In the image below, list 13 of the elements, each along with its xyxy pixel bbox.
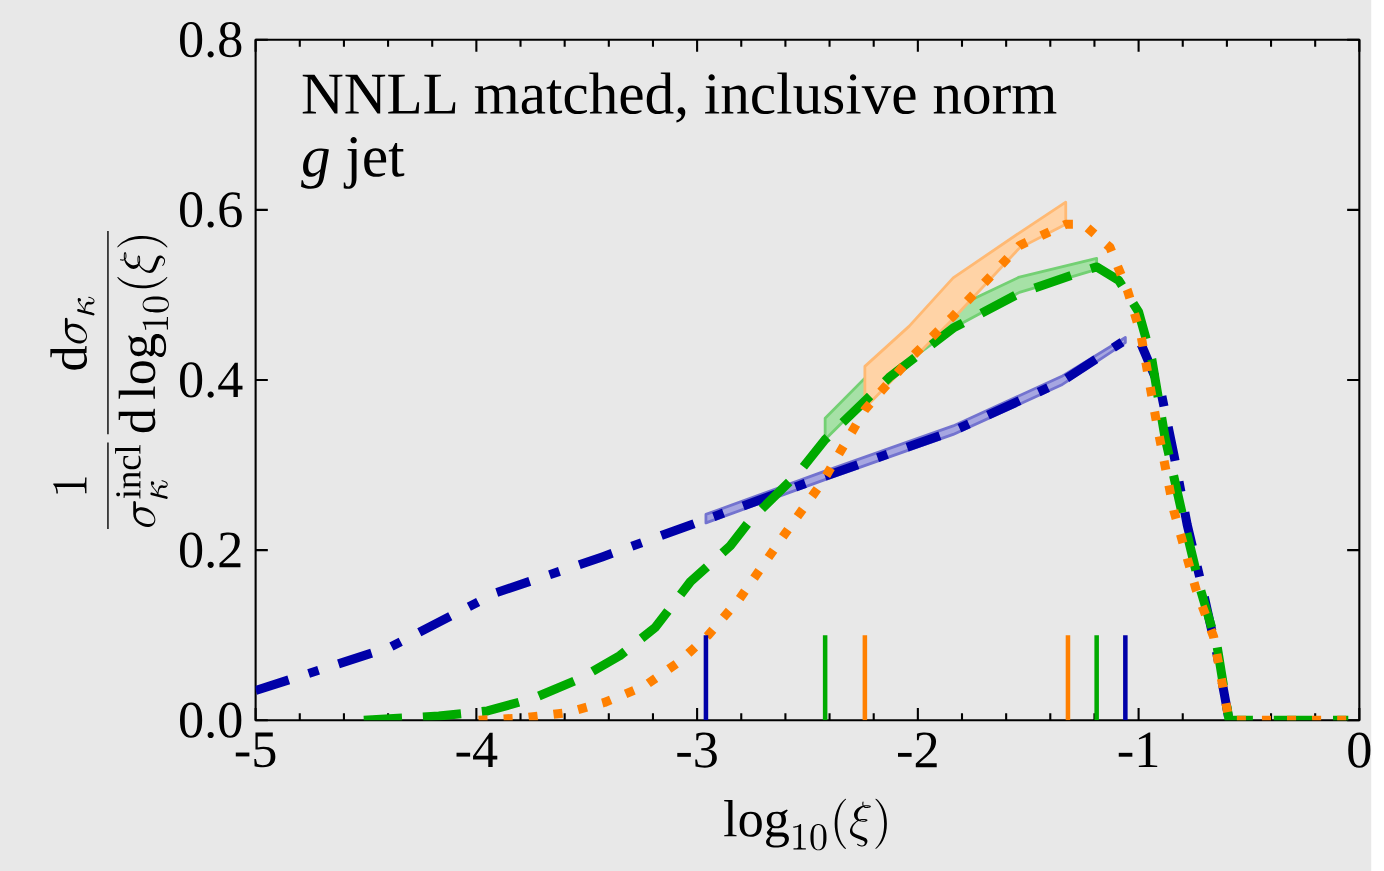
y-tick-label: 0.2 (180, 532, 241, 568)
x-tick-label: -2 (898, 732, 937, 768)
x-tick-label: -4 (456, 732, 498, 768)
annotation: NNLL matched, inclusive norm (302, 72, 1057, 123)
x-axis-title: $\log_{10}(\xi)$ (724, 798, 887, 851)
y-tick-label: 0.6 (180, 192, 242, 228)
y-axis-title: $\frac{1}{\sigma_\kappa^{\mathrm{incl}}}\frac{\mathrm{d}\sigma_\kappa}{\mathrm{d}\log_{10}(\xi)}$ (50, 231, 169, 529)
x-tick-label: -1 (1118, 732, 1158, 768)
y-tick-label: 0.4 (180, 362, 243, 398)
y-tick-label: 0.8 (180, 21, 242, 58)
annotation: g jet (301, 137, 405, 189)
x-tick-label: -3 (677, 732, 717, 768)
x-tick-label: 0 (1348, 732, 1371, 768)
